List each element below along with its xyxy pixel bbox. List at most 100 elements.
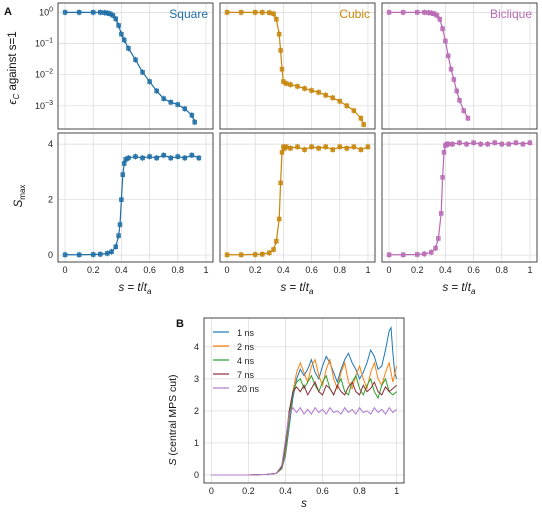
- epsilon-subscript: C: [12, 94, 21, 100]
- data-point: [414, 10, 420, 15]
- data-point: [238, 252, 244, 258]
- data-point: [443, 38, 448, 44]
- legend: 1 ns 2 ns 4 ns 7 ns 20 ns: [213, 328, 260, 394]
- xlabel-cubic: s = t/ta: [281, 282, 314, 296]
- xlabel-biclique: s = t/ta: [443, 282, 476, 296]
- series-line-cubic: [227, 145, 369, 256]
- data-point: [168, 155, 173, 161]
- data-point: [438, 211, 444, 216]
- x-tick-label: 0.6: [467, 265, 480, 275]
- x-tick-label: 0.8: [334, 265, 347, 275]
- data-point: [337, 144, 343, 150]
- y-tick-label: 3: [194, 374, 199, 384]
- x-tick-label: 0.2: [249, 265, 262, 275]
- data-point: [386, 252, 392, 258]
- data-point: [492, 140, 497, 145]
- series-line-20-ns: [211, 406, 397, 476]
- series-line-biclique: [389, 142, 531, 256]
- epsilon-label-rest: against s=1: [7, 31, 19, 93]
- data-point: [267, 250, 272, 256]
- smax-symbol: S: [13, 199, 25, 207]
- data-point: [140, 155, 145, 161]
- data-point: [279, 66, 285, 72]
- data-point: [365, 144, 371, 150]
- axes-frame: [381, 2, 538, 130]
- data-point: [295, 144, 300, 150]
- y-tick-label: 10−1: [35, 38, 53, 49]
- panel-a-S_max-biclique: 0 0.2 0.4 0.6 0.8 1: [381, 132, 538, 275]
- data-point: [252, 252, 258, 257]
- series-line-2-ns: [211, 357, 398, 476]
- y-tick-label: 2: [194, 406, 199, 416]
- column-title-square: Square: [169, 7, 208, 21]
- data-point: [276, 31, 282, 37]
- data-point: [471, 140, 476, 145]
- data-point: [154, 88, 159, 94]
- data-point: [457, 140, 462, 145]
- panel-label-b: B: [176, 318, 184, 330]
- data-point: [260, 10, 265, 15]
- data-point: [309, 88, 314, 93]
- data-point: [175, 154, 181, 159]
- data-point: [267, 10, 272, 15]
- data-point: [499, 141, 505, 147]
- data-point: [76, 10, 82, 15]
- data-point: [252, 10, 258, 15]
- data-point: [120, 172, 126, 177]
- data-point: [351, 144, 357, 150]
- data-point: [330, 147, 335, 152]
- data-point: [98, 10, 103, 15]
- smax-subscript: max: [18, 185, 27, 200]
- panel-label-a: A: [4, 6, 12, 18]
- data-point: [437, 17, 443, 22]
- data-point: [344, 146, 350, 151]
- data-point: [175, 102, 181, 107]
- xlabel-square: s = t/ta: [119, 282, 152, 296]
- data-point: [454, 88, 459, 94]
- data-point: [414, 252, 420, 257]
- axes-frame: [57, 132, 214, 263]
- data-point: [386, 10, 392, 15]
- y-tick-label: 1: [194, 438, 199, 448]
- data-point: [238, 10, 244, 15]
- panel-b: 0 0.2 0.4 0.6 0.8 1 0 1 2 3 4 1 ns 2 ns 4 ns 7 ns 20 ns: [194, 317, 405, 496]
- data-point: [276, 216, 282, 222]
- epsilon-symbol: ϵ: [7, 99, 19, 105]
- data-point: [323, 92, 328, 98]
- data-point: [344, 103, 350, 109]
- data-point: [90, 252, 96, 257]
- data-point: [440, 175, 445, 180]
- data-point: [274, 238, 279, 244]
- data-point: [279, 150, 285, 155]
- smax-axis-label: Smax: [13, 185, 27, 208]
- data-point: [513, 140, 519, 145]
- x-tick-label: 0.6: [143, 265, 156, 275]
- legend-label: 7 ns: [237, 370, 255, 380]
- x-tick-label: 0.8: [496, 265, 509, 275]
- data-point: [168, 100, 173, 105]
- axes-frame: [381, 132, 538, 263]
- data-point: [121, 37, 127, 43]
- y-tick-label: 10−3: [35, 100, 53, 111]
- x-tick-label: 0: [209, 486, 214, 496]
- data-point: [485, 141, 490, 147]
- data-point: [330, 95, 335, 101]
- panel-a-S_max-square: 0 0.2 0.4 0.6 0.8 1 0 2 4: [48, 132, 214, 275]
- data-point: [316, 146, 321, 151]
- data-point: [451, 77, 457, 82]
- data-point: [358, 115, 364, 121]
- data-point: [358, 147, 364, 152]
- y-tick-label: 10−2: [35, 69, 53, 80]
- data-point: [140, 69, 145, 75]
- data-point: [271, 11, 276, 17]
- data-point: [302, 86, 307, 91]
- data-point: [113, 16, 119, 22]
- x-tick-label: 1: [365, 265, 370, 275]
- x-tick-label: 1: [203, 265, 208, 275]
- data-point: [288, 146, 293, 151]
- data-point: [433, 245, 438, 251]
- data-point: [147, 79, 152, 84]
- data-point: [323, 144, 328, 150]
